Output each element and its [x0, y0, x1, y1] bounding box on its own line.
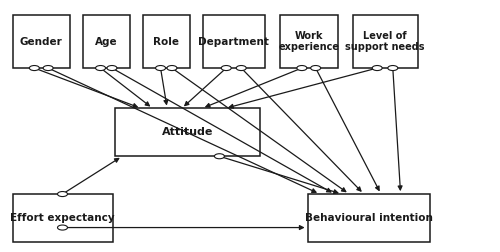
- Circle shape: [167, 66, 177, 71]
- Circle shape: [58, 192, 68, 197]
- FancyBboxPatch shape: [142, 15, 190, 68]
- FancyBboxPatch shape: [202, 15, 265, 68]
- Text: Work
experience: Work experience: [278, 31, 339, 52]
- Text: Attitude: Attitude: [162, 127, 213, 137]
- Circle shape: [156, 66, 166, 71]
- FancyBboxPatch shape: [12, 15, 70, 68]
- Circle shape: [30, 66, 40, 71]
- Text: Role: Role: [153, 37, 179, 47]
- Circle shape: [107, 66, 117, 71]
- Circle shape: [388, 66, 398, 71]
- Text: Gender: Gender: [20, 37, 62, 47]
- Circle shape: [310, 66, 320, 71]
- FancyBboxPatch shape: [12, 194, 112, 242]
- Circle shape: [221, 66, 231, 71]
- Circle shape: [43, 66, 53, 71]
- Text: Effort expectancy: Effort expectancy: [10, 213, 115, 223]
- Circle shape: [236, 66, 246, 71]
- Text: Age: Age: [95, 37, 118, 47]
- FancyBboxPatch shape: [308, 194, 430, 242]
- Circle shape: [96, 66, 106, 71]
- Text: Behavioural intention: Behavioural intention: [305, 213, 432, 223]
- Circle shape: [372, 66, 382, 71]
- Text: Level of
support needs: Level of support needs: [345, 31, 425, 52]
- FancyBboxPatch shape: [115, 108, 260, 156]
- Text: Department: Department: [198, 37, 269, 47]
- Circle shape: [297, 66, 307, 71]
- FancyBboxPatch shape: [82, 15, 130, 68]
- FancyBboxPatch shape: [280, 15, 338, 68]
- FancyBboxPatch shape: [352, 15, 418, 68]
- Circle shape: [58, 225, 68, 230]
- Circle shape: [214, 154, 224, 159]
